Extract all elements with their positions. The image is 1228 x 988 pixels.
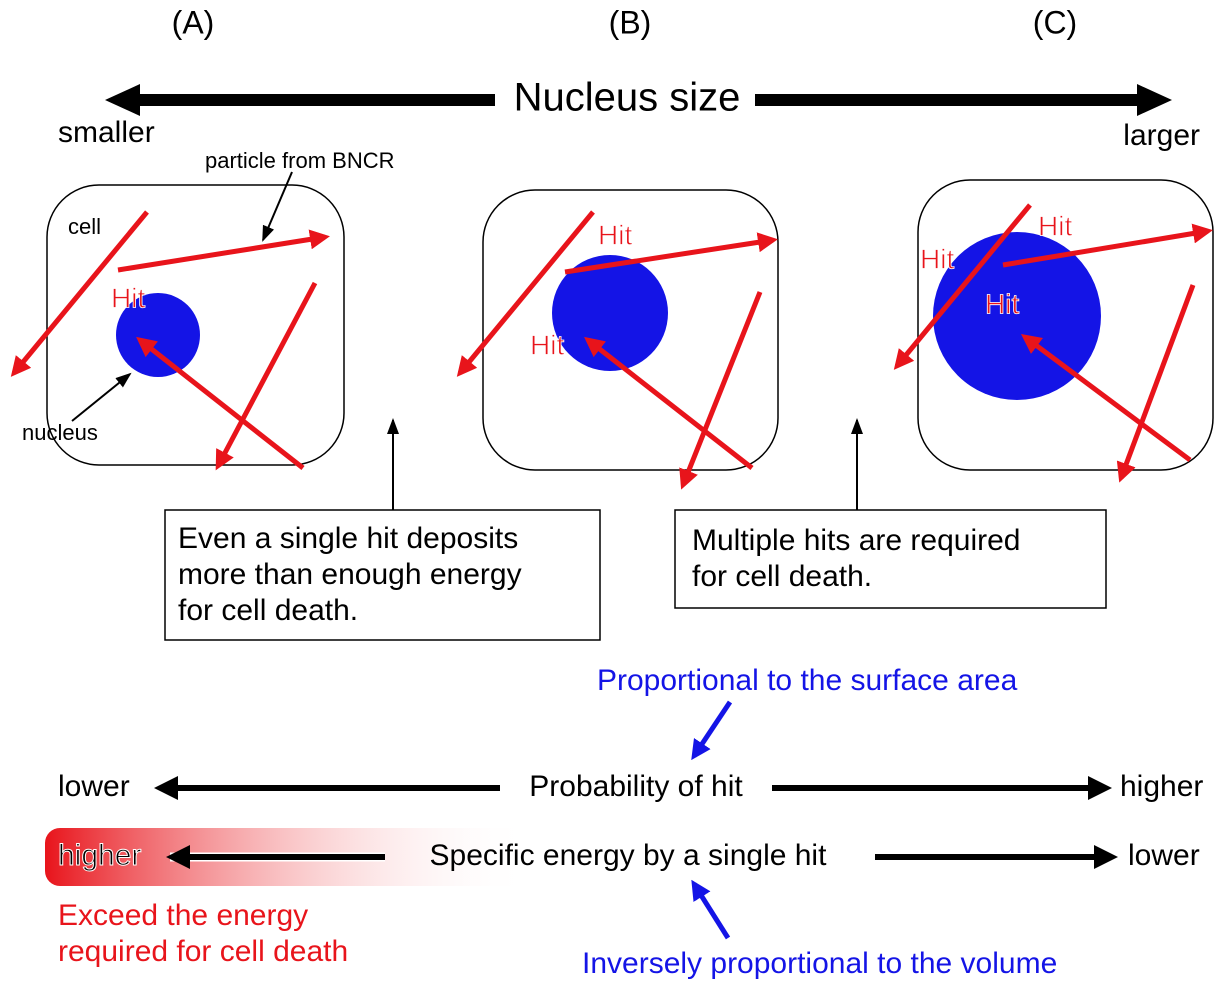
row-right-label: lower	[1128, 839, 1200, 872]
row-title: Probability of hit	[529, 770, 743, 803]
hit-label: Hit	[985, 288, 1019, 319]
row-left-label: higher	[58, 839, 141, 872]
note-line: Even a single hit deposits	[178, 522, 518, 555]
note-box	[164, 509, 601, 641]
axis-right-label: larger	[1123, 119, 1200, 152]
pointer	[691, 700, 733, 761]
surface-note: Proportional to the surface area	[597, 664, 1018, 697]
nucleus-label: nucleus	[22, 420, 98, 445]
note-line: for cell death.	[178, 594, 358, 627]
size-axis	[105, 84, 1172, 116]
pointer	[262, 171, 293, 242]
volume-note: Inversely proportional to the volume	[582, 947, 1057, 980]
cell-label: cell	[68, 214, 101, 239]
note-line: Multiple hits are required	[692, 524, 1021, 557]
warning-line: required for cell death	[58, 935, 348, 968]
hit-label: Hit	[1038, 210, 1072, 241]
row-title: Specific energy by a single hit	[430, 839, 828, 872]
axis-title: Nucleus size	[514, 76, 741, 120]
row-left-label: lower	[58, 770, 130, 803]
hit-label: Hit	[530, 329, 564, 360]
pointer	[691, 879, 731, 940]
pointer	[71, 372, 132, 422]
cell-b	[456, 189, 779, 490]
hit-label: Hit	[920, 243, 954, 274]
cell-c	[893, 179, 1214, 483]
panel-label: (C)	[1033, 4, 1077, 40]
panel-label: (B)	[609, 4, 652, 40]
particle-label: particle from BNCR	[205, 148, 394, 173]
warning-line: Exceed the energy	[58, 899, 308, 932]
cell-a	[10, 184, 345, 471]
hit-label: Hit	[598, 219, 632, 250]
axis-left-label: smaller	[58, 116, 155, 149]
note-line: more than enough energy	[178, 558, 522, 591]
row-right-label: higher	[1120, 770, 1203, 803]
note-box	[674, 509, 1107, 609]
panel-label: (A)	[172, 4, 215, 40]
hit-label: Hit	[111, 282, 145, 313]
note-line: for cell death.	[692, 560, 872, 593]
